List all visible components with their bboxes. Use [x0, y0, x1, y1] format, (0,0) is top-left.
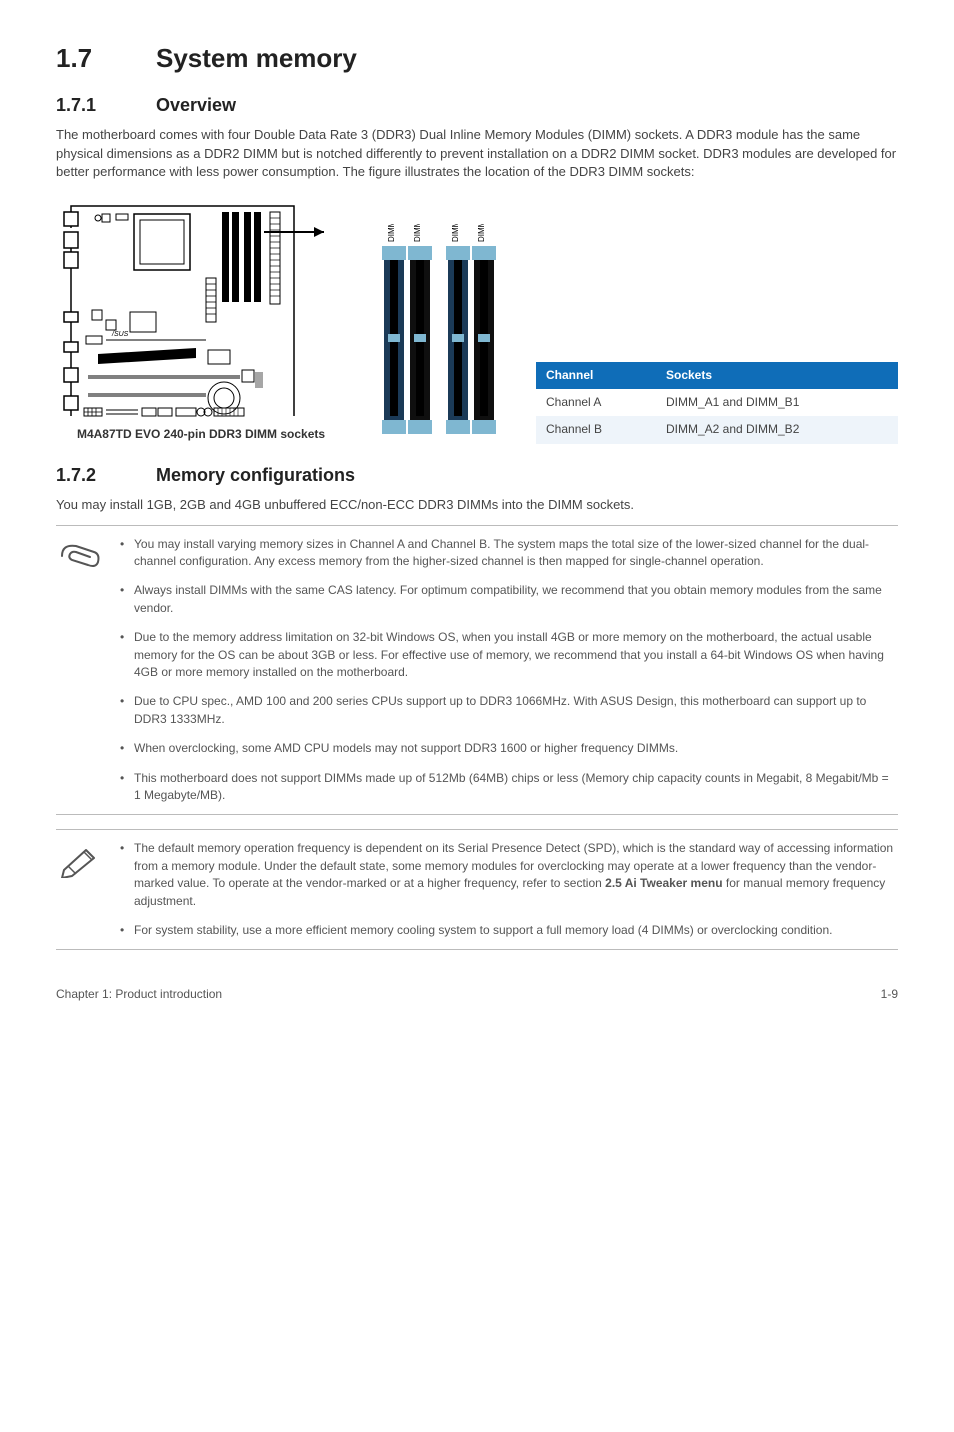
dimm-detail-diagram: DIMM_A1 DIMM_A2 DIMM_B1 — [366, 224, 516, 444]
subsection-number: 1.7.1 — [56, 92, 156, 118]
svg-text:DIMM_A1: DIMM_A1 — [387, 224, 396, 242]
list-item: When overclocking, some AMD CPU models m… — [120, 740, 898, 757]
overview-paragraph: The motherboard comes with four Double D… — [56, 126, 898, 183]
section-title-text: System memory — [156, 43, 357, 73]
table-header: Channel — [536, 362, 656, 389]
footer-right: 1-9 — [881, 986, 898, 1003]
socket-table: Channel Sockets Channel A DIMM_A1 and DI… — [536, 362, 898, 444]
subsection-heading: 1.7.2Memory configurations — [56, 462, 898, 488]
subsection-heading: 1.7.1Overview — [56, 92, 898, 118]
table-cell: Channel B — [536, 416, 656, 443]
memconfig-paragraph: You may install 1GB, 2GB and 4GB unbuffe… — [56, 496, 898, 515]
table-header: Sockets — [656, 362, 898, 389]
list-item: Always install DIMMs with the same CAS l… — [120, 582, 898, 617]
subsection-number: 1.7.2 — [56, 462, 156, 488]
subsection-title-text: Overview — [156, 95, 236, 115]
list-item: For system stability, use a more efficie… — [120, 922, 898, 939]
pencil-icon — [56, 840, 102, 939]
note-bold: 2.5 Ai Tweaker menu — [605, 876, 722, 890]
subsection-title-text: Memory configurations — [156, 465, 355, 485]
list-item: This motherboard does not support DIMMs … — [120, 770, 898, 805]
svg-text:DIMM_B1: DIMM_B1 — [451, 224, 460, 242]
page-footer: Chapter 1: Product introduction 1-9 — [56, 986, 898, 1003]
svg-text:DIMM_A2: DIMM_A2 — [413, 224, 422, 242]
table-row: Channel A DIMM_A1 and DIMM_B1 — [536, 389, 898, 416]
paperclip-icon — [56, 536, 102, 805]
table-cell: DIMM_A1 and DIMM_B1 — [656, 389, 898, 416]
note-block-2: The default memory operation frequency i… — [56, 829, 898, 950]
motherboard-diagram: /SUS — [56, 192, 346, 443]
note-block-1: You may install varying memory sizes in … — [56, 525, 898, 816]
list-item: You may install varying memory sizes in … — [120, 536, 898, 571]
table-cell: Channel A — [536, 389, 656, 416]
section-heading: 1.7System memory — [56, 40, 898, 78]
svg-text:/SUS: /SUS — [111, 331, 129, 338]
socket-table-wrap: Channel Sockets Channel A DIMM_A1 and DI… — [536, 362, 898, 444]
note-list: You may install varying memory sizes in … — [120, 536, 898, 805]
footer-left: Chapter 1: Product introduction — [56, 986, 222, 1003]
list-item: Due to CPU spec., AMD 100 and 200 series… — [120, 693, 898, 728]
table-row: Channel B DIMM_A2 and DIMM_B2 — [536, 416, 898, 443]
svg-text:DIMM_B2: DIMM_B2 — [477, 224, 486, 242]
diagram-caption: M4A87TD EVO 240-pin DDR3 DIMM sockets — [56, 426, 346, 443]
table-header-row: Channel Sockets — [536, 362, 898, 389]
list-item: Due to the memory address limitation on … — [120, 629, 898, 681]
note-list: The default memory operation frequency i… — [120, 840, 898, 939]
list-item: The default memory operation frequency i… — [120, 840, 898, 910]
diagram-row: /SUS — [56, 192, 898, 443]
table-cell: DIMM_A2 and DIMM_B2 — [656, 416, 898, 443]
section-number: 1.7 — [56, 40, 156, 78]
